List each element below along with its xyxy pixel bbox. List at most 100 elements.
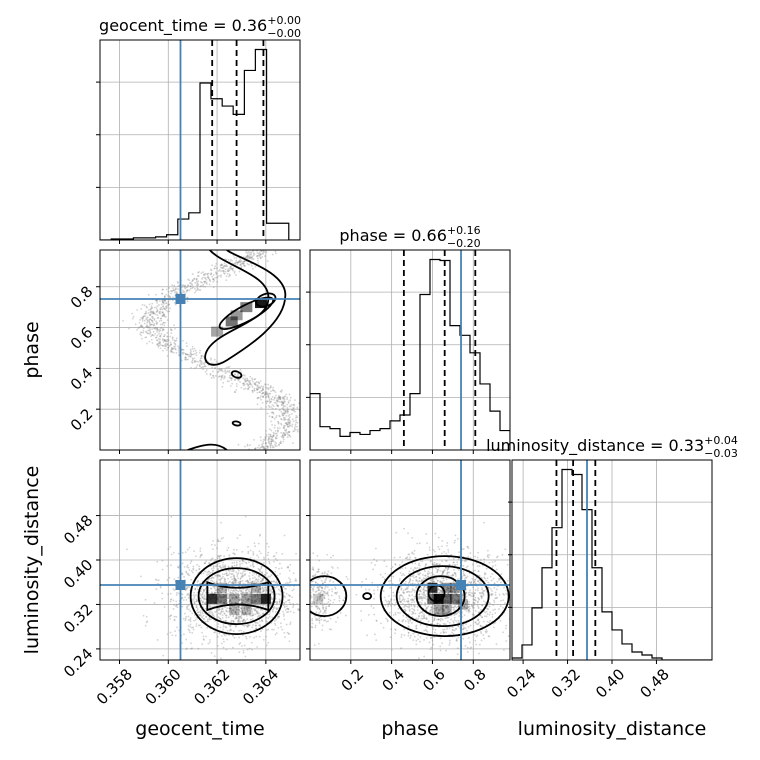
sample-point bbox=[244, 573, 246, 576]
sample-point bbox=[443, 613, 446, 616]
sample-point bbox=[168, 339, 170, 342]
sample-point bbox=[288, 601, 291, 604]
sample-point bbox=[408, 570, 411, 573]
sample-point bbox=[230, 377, 232, 379]
sample-point bbox=[198, 614, 201, 617]
sample-point bbox=[402, 614, 405, 617]
sample-point bbox=[256, 259, 259, 262]
sample-point bbox=[229, 607, 232, 610]
sample-point bbox=[169, 600, 172, 603]
sample-point bbox=[280, 404, 283, 407]
sample-point bbox=[423, 585, 426, 588]
sample-point bbox=[234, 617, 237, 620]
sample-point bbox=[168, 303, 171, 306]
sample-point bbox=[467, 603, 470, 605]
sample-point bbox=[435, 577, 438, 580]
sample-point bbox=[149, 323, 152, 326]
sample-point bbox=[153, 312, 155, 315]
sample-point bbox=[473, 580, 476, 583]
sample-point bbox=[242, 588, 245, 591]
sample-point bbox=[164, 347, 166, 350]
sample-point bbox=[433, 617, 436, 620]
sample-point bbox=[277, 396, 280, 398]
sample-point bbox=[164, 316, 167, 318]
sample-point bbox=[142, 331, 145, 334]
sample-point bbox=[436, 606, 439, 609]
sample-point bbox=[231, 582, 234, 584]
sample-point bbox=[474, 589, 477, 591]
sample-point bbox=[192, 568, 195, 571]
sample-point bbox=[184, 357, 187, 359]
sample-point bbox=[251, 377, 253, 380]
sample-point bbox=[250, 590, 253, 593]
sample-point bbox=[186, 284, 189, 287]
sample-point bbox=[487, 586, 490, 589]
sample-point bbox=[472, 586, 474, 589]
panel-luminosity_distance-vs-geocent_time-content bbox=[100, 460, 307, 660]
sample-point bbox=[409, 619, 412, 621]
sample-point bbox=[245, 637, 248, 640]
sample-point bbox=[237, 577, 239, 580]
sample-point bbox=[277, 615, 279, 618]
sample-point bbox=[409, 577, 411, 580]
sample-point bbox=[210, 567, 213, 570]
sample-point bbox=[244, 612, 247, 614]
sample-point bbox=[278, 396, 281, 399]
sample-point bbox=[424, 628, 427, 631]
sample-point bbox=[284, 582, 287, 585]
sample-point bbox=[243, 574, 245, 577]
sample-point bbox=[485, 615, 488, 618]
sample-point bbox=[483, 571, 486, 574]
sample-point bbox=[261, 395, 264, 398]
sample-point bbox=[169, 546, 172, 548]
sample-point bbox=[212, 362, 215, 365]
sample-point bbox=[238, 615, 241, 618]
sample-point bbox=[274, 424, 276, 427]
sample-point bbox=[305, 610, 307, 612]
sample-point bbox=[200, 366, 203, 369]
sample-point bbox=[243, 607, 246, 610]
sample-point bbox=[193, 619, 195, 622]
sample-point bbox=[163, 339, 166, 341]
sample-point bbox=[403, 527, 405, 530]
sample-point bbox=[247, 624, 250, 627]
sample-point bbox=[231, 268, 234, 271]
sample-point bbox=[286, 566, 289, 569]
sample-point bbox=[194, 588, 197, 591]
sample-point bbox=[467, 606, 470, 609]
sample-point bbox=[289, 399, 292, 402]
sample-point bbox=[167, 295, 169, 297]
sample-point bbox=[428, 568, 431, 570]
sample-point bbox=[454, 628, 457, 630]
sample-point bbox=[445, 559, 448, 562]
sample-point bbox=[247, 580, 249, 583]
sample-point bbox=[221, 267, 223, 269]
sample-point bbox=[207, 589, 210, 592]
sample-point bbox=[443, 612, 445, 615]
sample-point bbox=[244, 573, 247, 575]
sample-point bbox=[486, 613, 489, 615]
sample-point bbox=[227, 380, 230, 383]
sample-point bbox=[271, 253, 274, 256]
sample-point bbox=[167, 300, 170, 303]
sample-point bbox=[149, 311, 152, 314]
sample-point bbox=[227, 270, 230, 273]
sample-point bbox=[269, 592, 272, 595]
sample-point bbox=[171, 348, 174, 350]
sample-point bbox=[447, 608, 449, 611]
sample-point bbox=[241, 550, 244, 553]
sample-point bbox=[240, 265, 243, 268]
sample-point bbox=[153, 318, 156, 320]
sample-point bbox=[209, 268, 212, 271]
sample-point bbox=[435, 607, 437, 610]
sample-point bbox=[468, 609, 471, 612]
sample-point bbox=[260, 407, 263, 409]
sample-point bbox=[194, 587, 197, 590]
sample-point bbox=[185, 638, 188, 641]
sample-point bbox=[484, 572, 487, 575]
sample-point bbox=[463, 627, 465, 630]
sample-point bbox=[438, 623, 441, 626]
sample-point bbox=[480, 639, 483, 642]
sample-point bbox=[140, 334, 143, 337]
sample-point bbox=[273, 396, 276, 399]
